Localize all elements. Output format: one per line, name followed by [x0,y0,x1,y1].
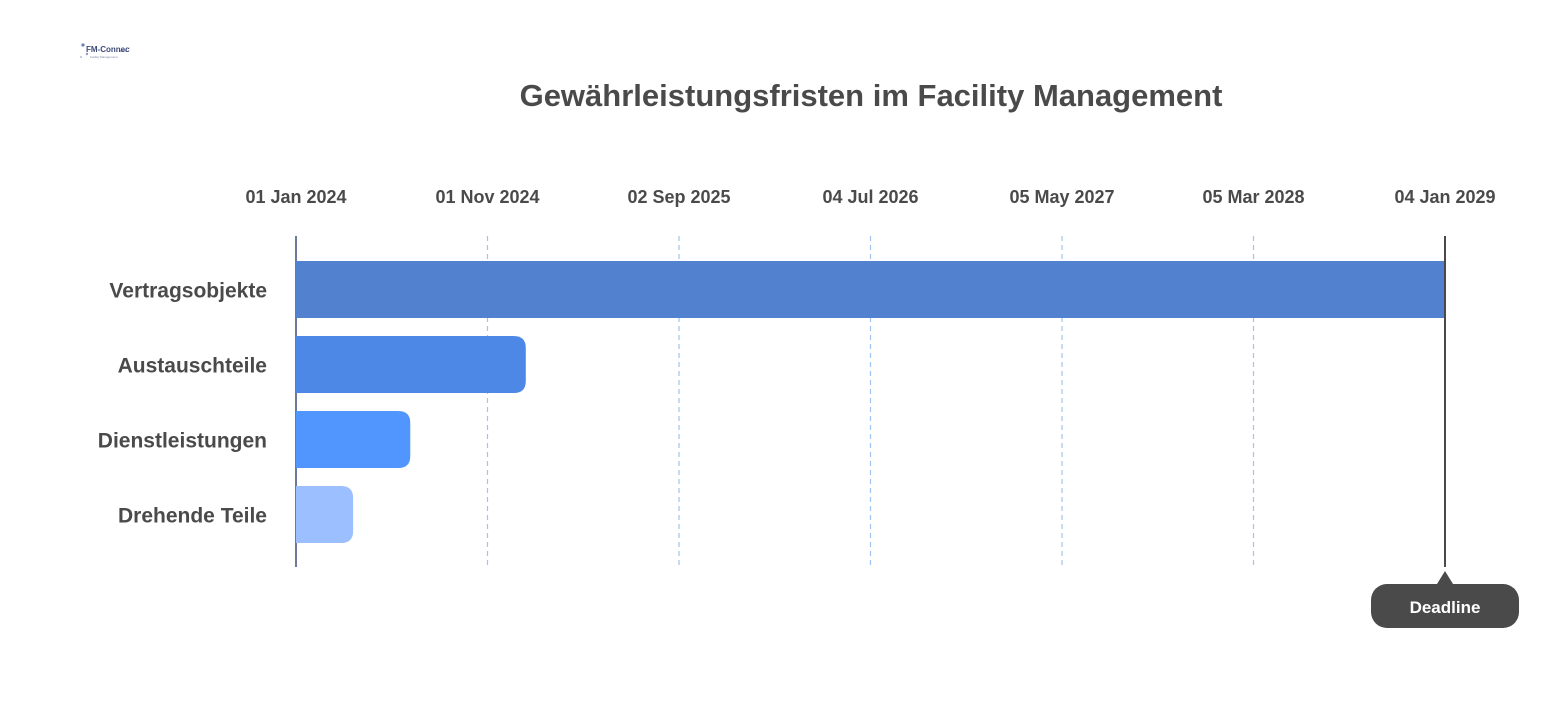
category-label: Vertragsobjekte [109,280,267,303]
deadline-label: Deadline [1410,598,1481,617]
deadline-pointer [1437,571,1453,584]
x-tick-label: 01 Jan 2024 [245,187,346,207]
category-label: Austauschteile [118,355,267,378]
category-labels: Vertragsobjekte Austauschteile Dienstleist… [98,280,267,528]
x-tick-label: 04 Jul 2026 [822,187,918,207]
x-tick-label: 05 Mar 2028 [1202,187,1304,207]
category-label: Drehende Teile [118,505,267,528]
fm-connect-logo-icon: FM-Connect .com Facility Management [80,43,130,59]
svg-text:.com: .com [118,48,127,53]
x-axis-ticks: 01 Jan 2024 01 Nov 2024 02 Sep 2025 04 Jul … [245,187,1495,207]
deadline-marker: Deadline [1371,236,1519,628]
bar-dienstleistungen [296,411,411,468]
x-tick-label: 02 Sep 2025 [627,187,730,207]
deadline-badge [1371,584,1519,628]
svg-text:FM-Connect: FM-Connect [86,45,130,54]
bars [296,261,1445,543]
x-tick-label: 04 Jan 2029 [1394,187,1495,207]
chart-title: Gewährleistungsfristen im Facility Manag… [519,78,1223,113]
x-tick-label: 01 Nov 2024 [435,187,539,207]
category-label: Dienstleistungen [98,430,267,453]
bar-drehende-teile [296,486,354,543]
bar-austauschteile [296,336,526,393]
x-tick-label: 05 May 2027 [1009,187,1114,207]
svg-text:Facility Management: Facility Management [90,55,118,59]
bar-vertragsobjekte [296,261,1445,318]
